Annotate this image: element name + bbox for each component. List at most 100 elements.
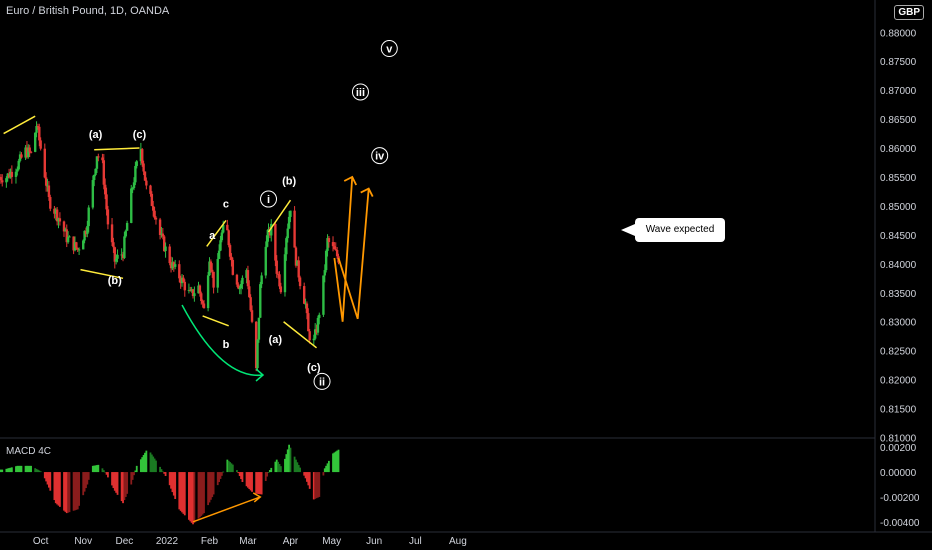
candle-body xyxy=(211,269,214,272)
candle-body xyxy=(230,256,233,260)
candle-body xyxy=(39,140,42,149)
candle-body xyxy=(245,270,248,278)
macd-bar xyxy=(264,472,267,482)
candle-body xyxy=(274,223,277,261)
macd-bar xyxy=(15,466,17,473)
macd-tick-label: 0.00200 xyxy=(880,443,917,454)
candle-body xyxy=(241,277,244,285)
candle-body xyxy=(134,166,137,183)
candle-body xyxy=(73,242,77,251)
candle-body xyxy=(296,260,299,266)
price-tick-label: 0.87000 xyxy=(880,86,917,97)
candle-body xyxy=(150,193,154,206)
candle-body xyxy=(72,236,75,251)
candle-body xyxy=(276,273,280,275)
macd-indicator-label[interactable]: MACD 4C xyxy=(6,446,52,457)
macd-bar xyxy=(182,472,185,514)
macd-bar xyxy=(293,456,296,473)
candle-body xyxy=(191,289,195,297)
candle-body xyxy=(267,228,270,236)
wave-label: (a) xyxy=(89,129,103,141)
macd-bar xyxy=(46,472,49,485)
candle-body xyxy=(17,160,20,170)
macd-divergence-arrowhead xyxy=(252,492,262,503)
wave-label: iii xyxy=(356,87,365,99)
candle-body xyxy=(246,270,250,287)
macd-bar xyxy=(303,472,306,476)
currency-badge[interactable]: GBP xyxy=(894,5,924,20)
price-tick-label: 0.88000 xyxy=(880,28,917,39)
macd-tick-label: -0.00400 xyxy=(880,518,920,529)
wave-expected-callout: Wave expected xyxy=(635,218,725,242)
candle-body xyxy=(179,278,182,284)
macd-bar xyxy=(328,460,330,473)
macd-bar xyxy=(126,472,129,494)
candle-body xyxy=(248,286,251,298)
trendline xyxy=(206,219,227,247)
candle-body xyxy=(171,262,174,269)
price-tick-label: 0.84000 xyxy=(880,260,917,271)
macd-bar xyxy=(57,472,60,506)
candle-body xyxy=(209,261,213,270)
macd-bar xyxy=(231,464,234,473)
candle-body xyxy=(228,245,232,257)
candle-body xyxy=(289,210,292,217)
macd-bar xyxy=(38,470,41,473)
macd-bar xyxy=(333,452,336,473)
wave-label-circle xyxy=(260,190,278,208)
trendline xyxy=(3,115,36,135)
macd-bar xyxy=(274,461,277,473)
macd-bar xyxy=(82,472,85,496)
macd-bar xyxy=(220,472,223,476)
candle-body xyxy=(164,246,167,252)
candle-body xyxy=(219,240,222,251)
price-tick-label: 0.83500 xyxy=(880,289,917,300)
macd-bar xyxy=(6,468,9,473)
macd-bar xyxy=(112,472,115,489)
macd-bar xyxy=(123,472,126,501)
macd-bar xyxy=(63,472,65,511)
candle-body xyxy=(10,171,14,177)
wave-label: (c) xyxy=(133,129,147,141)
time-tick-label: Dec xyxy=(115,536,133,547)
candle-body xyxy=(257,317,261,340)
candle-body xyxy=(327,238,331,243)
macd-bar xyxy=(238,472,241,477)
macd-bar xyxy=(209,472,212,500)
macd-bar xyxy=(325,465,328,473)
macd-bar xyxy=(37,469,39,473)
candle-body xyxy=(9,171,12,178)
candle-body xyxy=(135,161,138,167)
macd-bar xyxy=(266,472,269,477)
curved-arrow xyxy=(181,304,264,376)
wave-label: a xyxy=(209,230,216,242)
price-tick-label: 0.87500 xyxy=(880,57,917,68)
macd-bar xyxy=(86,472,89,485)
macd-bar xyxy=(142,454,145,473)
candle-body xyxy=(285,238,288,255)
candle-body xyxy=(97,156,100,158)
candle-body xyxy=(256,339,259,369)
macd-bar xyxy=(236,470,238,473)
time-tick-label: Jul xyxy=(409,536,422,547)
wave-label: (b) xyxy=(282,176,296,188)
candle-body xyxy=(182,277,185,282)
macd-bar xyxy=(171,472,174,493)
macd-bar xyxy=(317,472,319,498)
macd-bar xyxy=(65,472,68,514)
candle-body xyxy=(54,209,57,214)
price-tick-label: 0.85000 xyxy=(880,202,917,213)
macd-bar xyxy=(111,472,113,486)
macd-bar xyxy=(322,472,325,476)
macd-bar xyxy=(48,472,50,488)
candle-body xyxy=(238,288,241,290)
candle-body xyxy=(132,182,136,189)
candle-body xyxy=(1,180,4,183)
macd-bar xyxy=(270,467,273,473)
candle-body xyxy=(302,286,306,304)
candle-body xyxy=(202,303,206,309)
projection-path xyxy=(333,176,354,322)
wave-label: (c) xyxy=(307,362,321,374)
macd-bar xyxy=(255,472,258,494)
macd-bar xyxy=(203,472,205,514)
